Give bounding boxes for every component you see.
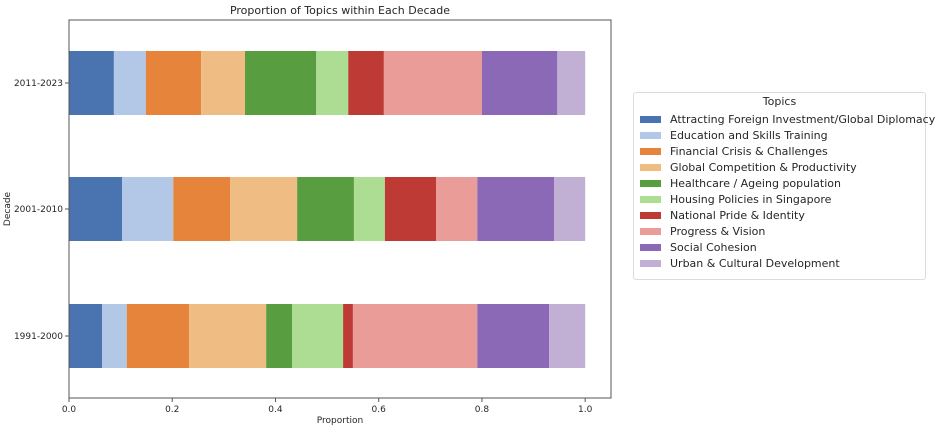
legend-label: Progress & Vision xyxy=(670,224,766,238)
bar-segment-2011-2023-7 xyxy=(383,51,482,115)
x-tick-label: 0.6 xyxy=(372,405,387,415)
bar-segment-1991-2000-8 xyxy=(477,304,550,368)
bar-segment-2001-2010-4 xyxy=(297,177,354,241)
chart-title: Proportion of Topics within Each Decade xyxy=(230,4,450,17)
bar-segment-1991-2000-1 xyxy=(102,304,127,368)
x-tick-label: 1.0 xyxy=(578,405,593,415)
bar-segment-2001-2010-7 xyxy=(436,177,478,241)
legend-label: Housing Policies in Singapore xyxy=(670,192,832,206)
y-axis: 1991-2000 2001-2010 2011-2023 xyxy=(14,79,69,342)
bar-segment-2001-2010-8 xyxy=(477,177,555,241)
bar-segment-1991-2000-0 xyxy=(69,304,103,368)
legend-swatch xyxy=(640,195,661,203)
legend-swatch xyxy=(640,147,661,155)
legend-swatch xyxy=(640,179,661,187)
bar-segment-2011-2023-6 xyxy=(348,51,384,115)
legend-swatch xyxy=(640,131,661,139)
bar-segment-2011-2023-1 xyxy=(113,51,146,115)
legend-swatch xyxy=(640,227,661,235)
legend-item: Education and Skills Training xyxy=(640,127,828,143)
legend-swatch xyxy=(640,259,661,267)
legend-item: Healthcare / Ageing population xyxy=(640,175,841,191)
y-axis-label: Decade xyxy=(3,191,13,226)
bar-segment-1991-2000-7 xyxy=(352,304,478,368)
bar-segment-1991-2000-5 xyxy=(291,304,344,368)
legend-title: Topics xyxy=(762,95,797,108)
legend-label: Education and Skills Training xyxy=(670,128,828,142)
bar-segment-2011-2023-0 xyxy=(69,51,114,115)
bar-segment-1991-2000-9 xyxy=(549,304,586,368)
bar-segment-2011-2023-4 xyxy=(245,51,317,115)
legend-label: Urban & Cultural Development xyxy=(670,256,840,270)
legend-swatch xyxy=(640,243,661,251)
legend-item: Social Cohesion xyxy=(640,239,757,255)
bar-segment-2001-2010-0 xyxy=(69,177,123,241)
legend-label: Attracting Foreign Investment/Global Dip… xyxy=(670,112,936,126)
bar-segment-2011-2023-5 xyxy=(316,51,349,115)
x-tick-label: 0.8 xyxy=(475,405,490,415)
legend-label: Healthcare / Ageing population xyxy=(670,176,841,190)
bar-segment-2001-2010-2 xyxy=(173,177,231,241)
bar-segment-2001-2010-1 xyxy=(122,177,174,241)
bar-segment-1991-2000-2 xyxy=(126,304,190,368)
legend-item: Urban & Cultural Development xyxy=(640,255,840,271)
legend-swatch xyxy=(640,115,661,123)
legend-item: National Pride & Identity xyxy=(640,207,805,223)
legend-label: National Pride & Identity xyxy=(670,208,805,222)
x-tick-label: 0.0 xyxy=(62,405,77,415)
legend-swatch xyxy=(640,211,661,219)
bar-segment-2011-2023-3 xyxy=(201,51,246,115)
x-tick-label: 0.2 xyxy=(165,405,179,415)
legend-item: Financial Crisis & Challenges xyxy=(640,143,828,159)
legend-label: Global Competition & Productivity xyxy=(670,160,857,174)
bar-segment-1991-2000-4 xyxy=(266,304,292,368)
bar-segment-2011-2023-8 xyxy=(481,51,558,115)
y-tick-label: 2011-2023 xyxy=(14,79,63,89)
bar-segment-2001-2010-5 xyxy=(353,177,385,241)
legend-item: Global Competition & Productivity xyxy=(640,159,857,175)
bar-segment-2001-2010-9 xyxy=(554,177,586,241)
bar-segment-1991-2000-3 xyxy=(189,304,267,368)
bar-segment-2001-2010-3 xyxy=(230,177,298,241)
x-axis: 0.0 0.2 0.4 0.6 0.8 1.0 xyxy=(62,398,593,415)
bar-segment-1991-2000-6 xyxy=(343,304,353,368)
y-tick-label: 2001-2010 xyxy=(14,205,63,215)
legend-label: Social Cohesion xyxy=(670,240,757,254)
x-tick-label: 0.4 xyxy=(268,405,283,415)
legend: Topics Attracting Foreign Investment/Glo… xyxy=(633,92,935,280)
legend-item: Housing Policies in Singapore xyxy=(640,191,831,207)
legend-swatch xyxy=(640,163,661,171)
legend-label: Financial Crisis & Challenges xyxy=(670,144,828,158)
bar-segment-2001-2010-6 xyxy=(384,177,437,241)
y-tick-label: 1991-2000 xyxy=(14,332,63,342)
x-axis-label: Proportion xyxy=(317,416,363,426)
bars-group xyxy=(69,51,586,368)
legend-item: Progress & Vision xyxy=(640,223,765,239)
bar-segment-2011-2023-9 xyxy=(557,51,586,115)
legend-item: Attracting Foreign Investment/Global Dip… xyxy=(640,111,935,127)
bar-segment-2011-2023-2 xyxy=(145,51,202,115)
